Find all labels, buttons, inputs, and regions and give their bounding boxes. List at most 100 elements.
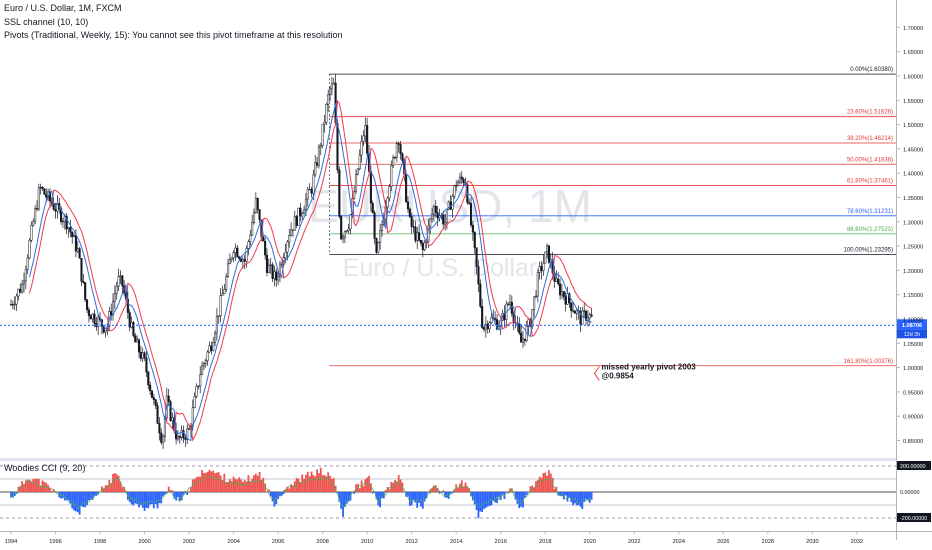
cci-histogram-bar — [301, 474, 304, 492]
countdown-text: 12d 2h — [904, 332, 921, 338]
candle-body — [419, 240, 423, 244]
annotation[interactable]: missed yearly pivot 2003@0.9854 — [593, 362, 696, 381]
fib-level-label: 0.00%(1.60380) — [850, 67, 893, 73]
candle-body — [82, 281, 85, 283]
cci-histogram-bar — [305, 474, 307, 492]
candle-body — [503, 313, 506, 320]
cci-legend[interactable]: Woodies CCI (9, 20) — [4, 463, 86, 473]
candle-body — [451, 196, 454, 210]
x-tick-label: 2026 — [717, 539, 729, 545]
candle-body — [226, 263, 230, 277]
ssl-legend[interactable]: SSL channel (10, 10) — [4, 17, 89, 27]
cci-histogram-bar — [407, 492, 409, 497]
cci-histogram-bar — [178, 492, 181, 502]
cci-histogram-bar — [535, 481, 537, 492]
cci-histogram-bar — [28, 479, 31, 492]
cci-pane[interactable]: 200.00000 0.00000 -200.00000 — [0, 461, 931, 522]
candle-body — [356, 168, 359, 175]
cci-histogram-bar — [338, 492, 341, 502]
candle-body — [228, 259, 231, 265]
candle-body — [60, 208, 63, 223]
cci-histogram-bar — [76, 492, 79, 513]
cci-histogram-bar — [273, 492, 276, 507]
cci-histogram-bar — [32, 479, 35, 492]
candle-body — [35, 208, 39, 210]
cci-histogram-bar — [165, 492, 168, 494]
ssl-channel[interactable] — [29, 99, 592, 442]
candle-body — [15, 295, 18, 305]
cci-histogram-bar — [446, 492, 448, 498]
candlestick-series[interactable] — [9, 74, 593, 449]
x-tick-label: 2020 — [584, 539, 596, 545]
candle-body — [160, 432, 163, 443]
candle-body — [386, 197, 389, 208]
cci-histogram-bar — [544, 472, 547, 492]
candle-body — [162, 436, 165, 443]
cci-histogram-bar — [388, 489, 391, 492]
candle-body — [397, 143, 400, 145]
candle-body — [317, 146, 320, 166]
y-tick-label: 1.45000 — [903, 147, 923, 153]
cci-histogram-bar — [24, 480, 27, 492]
candle-body — [412, 226, 415, 228]
candle-body — [366, 125, 369, 154]
candle-body — [460, 176, 463, 180]
candle-body — [564, 296, 567, 305]
candle-body — [482, 327, 486, 330]
cci-histogram-bar — [347, 492, 350, 502]
candle-body — [416, 232, 419, 241]
cci-histogram-bar — [182, 492, 185, 495]
cci-histogram-bar — [397, 474, 400, 492]
cci-histogram-bar — [130, 492, 133, 505]
cci-histogram-bar — [308, 476, 311, 492]
cci-histogram-bar — [89, 492, 92, 500]
candle-body — [180, 430, 183, 438]
candle-body — [258, 209, 261, 220]
cci-histogram-bar — [34, 478, 37, 492]
cci-histogram-bar — [549, 473, 552, 492]
cci-histogram-bar — [536, 480, 539, 492]
candle-body — [293, 216, 296, 231]
cci-histogram-bar — [564, 492, 567, 496]
cci-histogram-bar — [481, 492, 484, 513]
cci-histogram-bar — [306, 471, 309, 492]
candle-body — [316, 162, 319, 166]
candle-body — [284, 252, 287, 258]
cci-histogram-bar — [318, 473, 320, 492]
candle-body — [86, 299, 89, 311]
candle-body — [343, 231, 346, 238]
cci-histogram-bar — [364, 479, 367, 492]
candle-body — [74, 235, 77, 252]
cci-histogram-bar — [260, 480, 263, 492]
cci-histogram-bar — [147, 492, 150, 509]
cci-histogram-bar — [88, 492, 90, 501]
cci-histogram-bar — [384, 489, 387, 492]
y-tick-label: 1.30000 — [903, 220, 923, 226]
pivots-legend[interactable]: Pivots (Traditional, Weekly, 15): You ca… — [4, 30, 343, 40]
fib-level-label: 88.60%(1.27523) — [847, 227, 893, 233]
cci-histogram-bar — [139, 492, 142, 505]
fib-retracement[interactable]: 0.00%(1.60380) 23.60%(1.51628) 38.20%(1.46… — [329, 67, 896, 367]
cci-histogram-bar — [314, 476, 317, 492]
candle-body — [91, 313, 94, 320]
candle-body — [134, 335, 137, 343]
cci-histogram-bar — [143, 492, 146, 511]
cci-histogram-bar — [408, 492, 411, 506]
candle-body — [445, 208, 448, 223]
candle-body — [219, 295, 222, 317]
candle-body — [119, 275, 122, 277]
cci-histogram-bar — [325, 476, 328, 492]
cci-histogram-bar — [444, 492, 446, 498]
cci-histogram-bar — [353, 492, 356, 494]
cci-histogram-bar — [340, 492, 343, 509]
symbol-title[interactable]: Euro / U.S. Dollar, 1M, FXCM — [4, 3, 122, 13]
candle-body — [341, 236, 345, 240]
cci-histogram-bar — [425, 492, 428, 499]
cci-histogram-bar — [277, 492, 280, 500]
candle-body — [145, 357, 148, 373]
cci-histogram-bar — [587, 492, 589, 500]
cci-histogram-bar — [227, 482, 229, 492]
cci-histogram-bar — [199, 476, 202, 492]
cci-histogram-bar — [106, 485, 109, 492]
watermark-name: Euro / U.S. Dollar — [343, 254, 538, 282]
